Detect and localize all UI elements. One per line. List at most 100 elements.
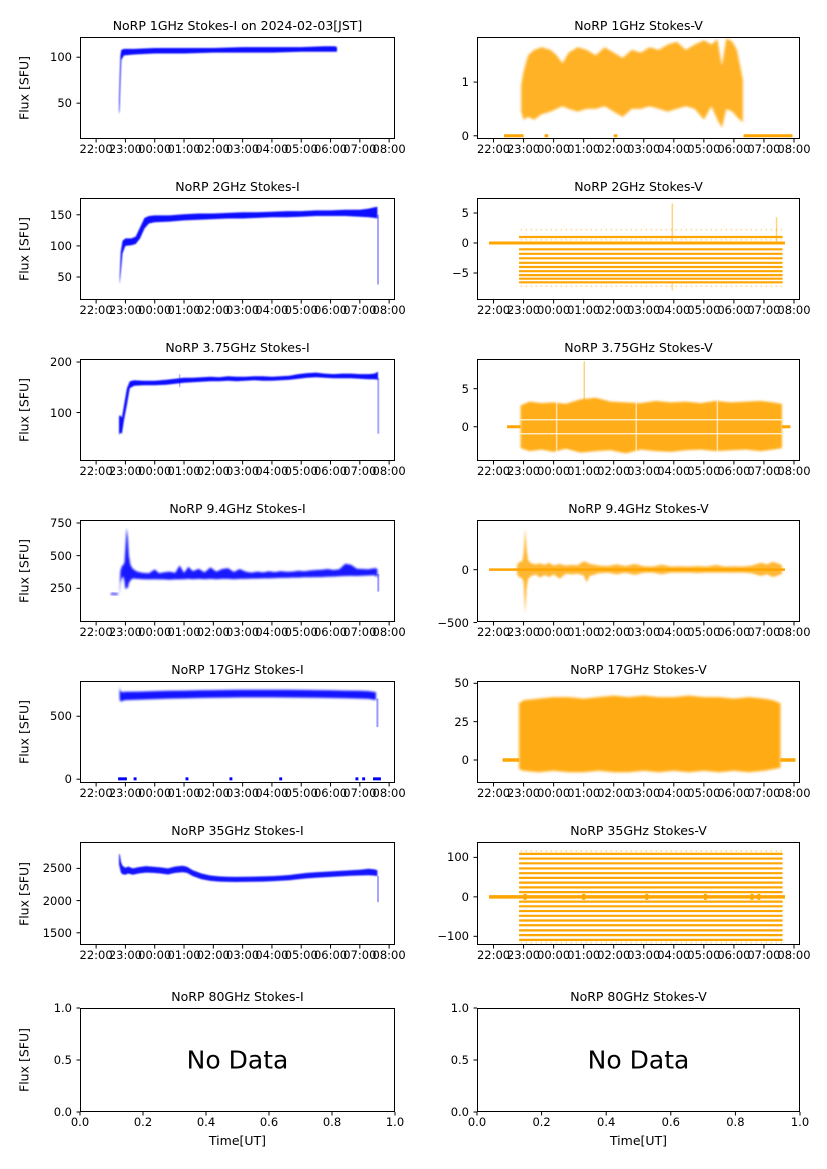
x-tick-label: 22:00 [476, 948, 511, 962]
x-tick-label: 01:00 [567, 303, 601, 317]
y-tick-label: 250 [50, 581, 72, 596]
y-tick-label: 100 [447, 850, 469, 865]
y-tick-label: 0 [461, 752, 469, 767]
x-tick-label: 08:00 [777, 786, 811, 800]
x-tick-label: 01:00 [567, 948, 601, 962]
y-tick-label: 0 [461, 128, 469, 143]
x-tick-label: 07:00 [343, 786, 377, 800]
y-tick-label: 25 [454, 714, 469, 729]
x-tick-label: 00:00 [138, 142, 172, 156]
x-tick-label: 08:00 [777, 303, 811, 317]
y-tick-label: 50 [57, 269, 72, 284]
x-tick-label: 01:00 [167, 142, 201, 156]
x-tick-label: 02:00 [597, 625, 631, 639]
x-tick-label: 08:00 [372, 303, 406, 317]
x-tick-label: 22:00 [476, 625, 511, 639]
plot-area-9.4ghz-v [473, 520, 800, 626]
x-tick-label: 05:00 [687, 948, 721, 962]
x-tick-label: 22:00 [476, 464, 511, 478]
subplot-title-1ghz-i: NoRP 1GHz Stokes-I on 2024-02-03[JST] [112, 18, 363, 33]
y-tick-label: 0.5 [450, 1053, 469, 1067]
x-tick-label: 06:00 [313, 786, 348, 800]
y-tick-label: 0.0 [450, 1105, 469, 1119]
y-tick-label: 50 [454, 676, 469, 691]
x-tick-label: 06:00 [313, 303, 348, 317]
x-tick-label: 01:00 [167, 948, 201, 962]
x-tick-label: 02:00 [196, 948, 230, 962]
x-tick-label: 02:00 [196, 142, 230, 156]
x-tick-label: 05:00 [284, 303, 318, 317]
x-tick-label: 22:00 [476, 142, 511, 156]
subplot-title-9.4ghz-v: NoRP 9.4GHz Stokes-V [568, 501, 709, 516]
x-tick-label: 02:00 [196, 303, 230, 317]
x-tick-label: 23:00 [108, 625, 142, 639]
x-tick-label: 02:00 [597, 464, 631, 478]
plot-area-3.75ghz-i [76, 359, 395, 465]
x-tick-label: 0.6 [259, 1115, 279, 1129]
x-tick-label: 04:00 [255, 142, 289, 156]
x-tick-label: 03:00 [627, 303, 661, 317]
x-tick-label: 07:00 [747, 303, 781, 317]
y-tick-label: −5 [452, 266, 469, 280]
y-tick-label: 0.0 [53, 1105, 72, 1119]
x-tick-label: 00:00 [537, 625, 571, 639]
x-tick-label: 23:00 [506, 625, 541, 639]
subplot-title-80ghz-v: NoRP 80GHz Stokes-V [570, 989, 707, 1004]
y-tick-label: 2500 [42, 861, 72, 876]
x-tick-label: 0.8 [322, 1115, 342, 1129]
x-tick-label: 07:00 [343, 625, 377, 639]
x-tick-label: 07:00 [747, 625, 781, 639]
x-tick-label: 06:00 [717, 625, 751, 639]
y-tick-label: 5 [461, 381, 469, 396]
x-tick-label: 01:00 [167, 786, 201, 800]
x-tick-label: 05:00 [284, 786, 318, 800]
x-tick-label: 02:00 [597, 142, 631, 156]
subplot-title-2ghz-v: NoRP 2GHz Stokes-V [574, 179, 703, 194]
y-tick-label: 1.0 [53, 1001, 72, 1015]
x-tick-label: 06:00 [717, 142, 751, 156]
plot-area-9.4ghz-i [76, 520, 395, 626]
x-tick-label: 07:00 [747, 786, 781, 800]
x-tick-label: 04:00 [657, 625, 691, 639]
y-tick-label: 1 [461, 75, 469, 90]
x-tick-label: 06:00 [313, 142, 348, 156]
x-tick-label: 00:00 [537, 948, 571, 962]
y-tick-label: 2000 [42, 893, 72, 908]
x-tick-label: 02:00 [597, 303, 631, 317]
x-tick-label: 03:00 [226, 625, 260, 639]
x-tick-label: 22:00 [79, 142, 113, 156]
x-tick-label: 03:00 [627, 464, 661, 478]
y-tick-label: 0 [461, 419, 469, 434]
x-tick-label: 06:00 [717, 786, 751, 800]
plot-area-2ghz-v [473, 198, 800, 304]
x-tick-label: 07:00 [343, 142, 377, 156]
x-tick-label: 01:00 [167, 303, 201, 317]
x-tick-label: 22:00 [79, 303, 113, 317]
x-tick-label: 05:00 [284, 464, 318, 478]
x-tick-label: 0.0 [70, 1115, 90, 1129]
subplot-title-17ghz-i: NoRP 17GHz Stokes-I [171, 662, 304, 677]
y-tick-label: 50 [57, 96, 72, 111]
x-tick-label: 23:00 [108, 948, 142, 962]
x-tick-label: 01:00 [167, 625, 201, 639]
subplot-title-9.4ghz-i: NoRP 9.4GHz Stokes-I [169, 501, 306, 516]
x-tick-label: 06:00 [313, 948, 348, 962]
y-tick-label: 100 [50, 50, 72, 65]
x-tick-label: 05:00 [687, 303, 721, 317]
x-tick-label: 08:00 [777, 948, 811, 962]
plot-area-2ghz-i [76, 198, 395, 304]
plot-area-17ghz-v [473, 681, 800, 787]
y-tick-label: 0 [461, 889, 469, 904]
y-tick-label: −100 [437, 929, 469, 944]
y-tick-label: 5 [461, 206, 469, 220]
x-tick-label: 03:00 [226, 948, 260, 962]
x-tick-label: 22:00 [476, 786, 511, 800]
x-axis-label: Time[UT] [208, 1133, 267, 1148]
y-tick-label: 750 [50, 516, 72, 530]
x-tick-label: 00:00 [138, 464, 172, 478]
x-tick-label: 01:00 [567, 625, 601, 639]
x-tick-label: 02:00 [597, 948, 631, 962]
x-tick-label: 04:00 [657, 303, 691, 317]
y-tick-label: 100 [50, 238, 72, 253]
